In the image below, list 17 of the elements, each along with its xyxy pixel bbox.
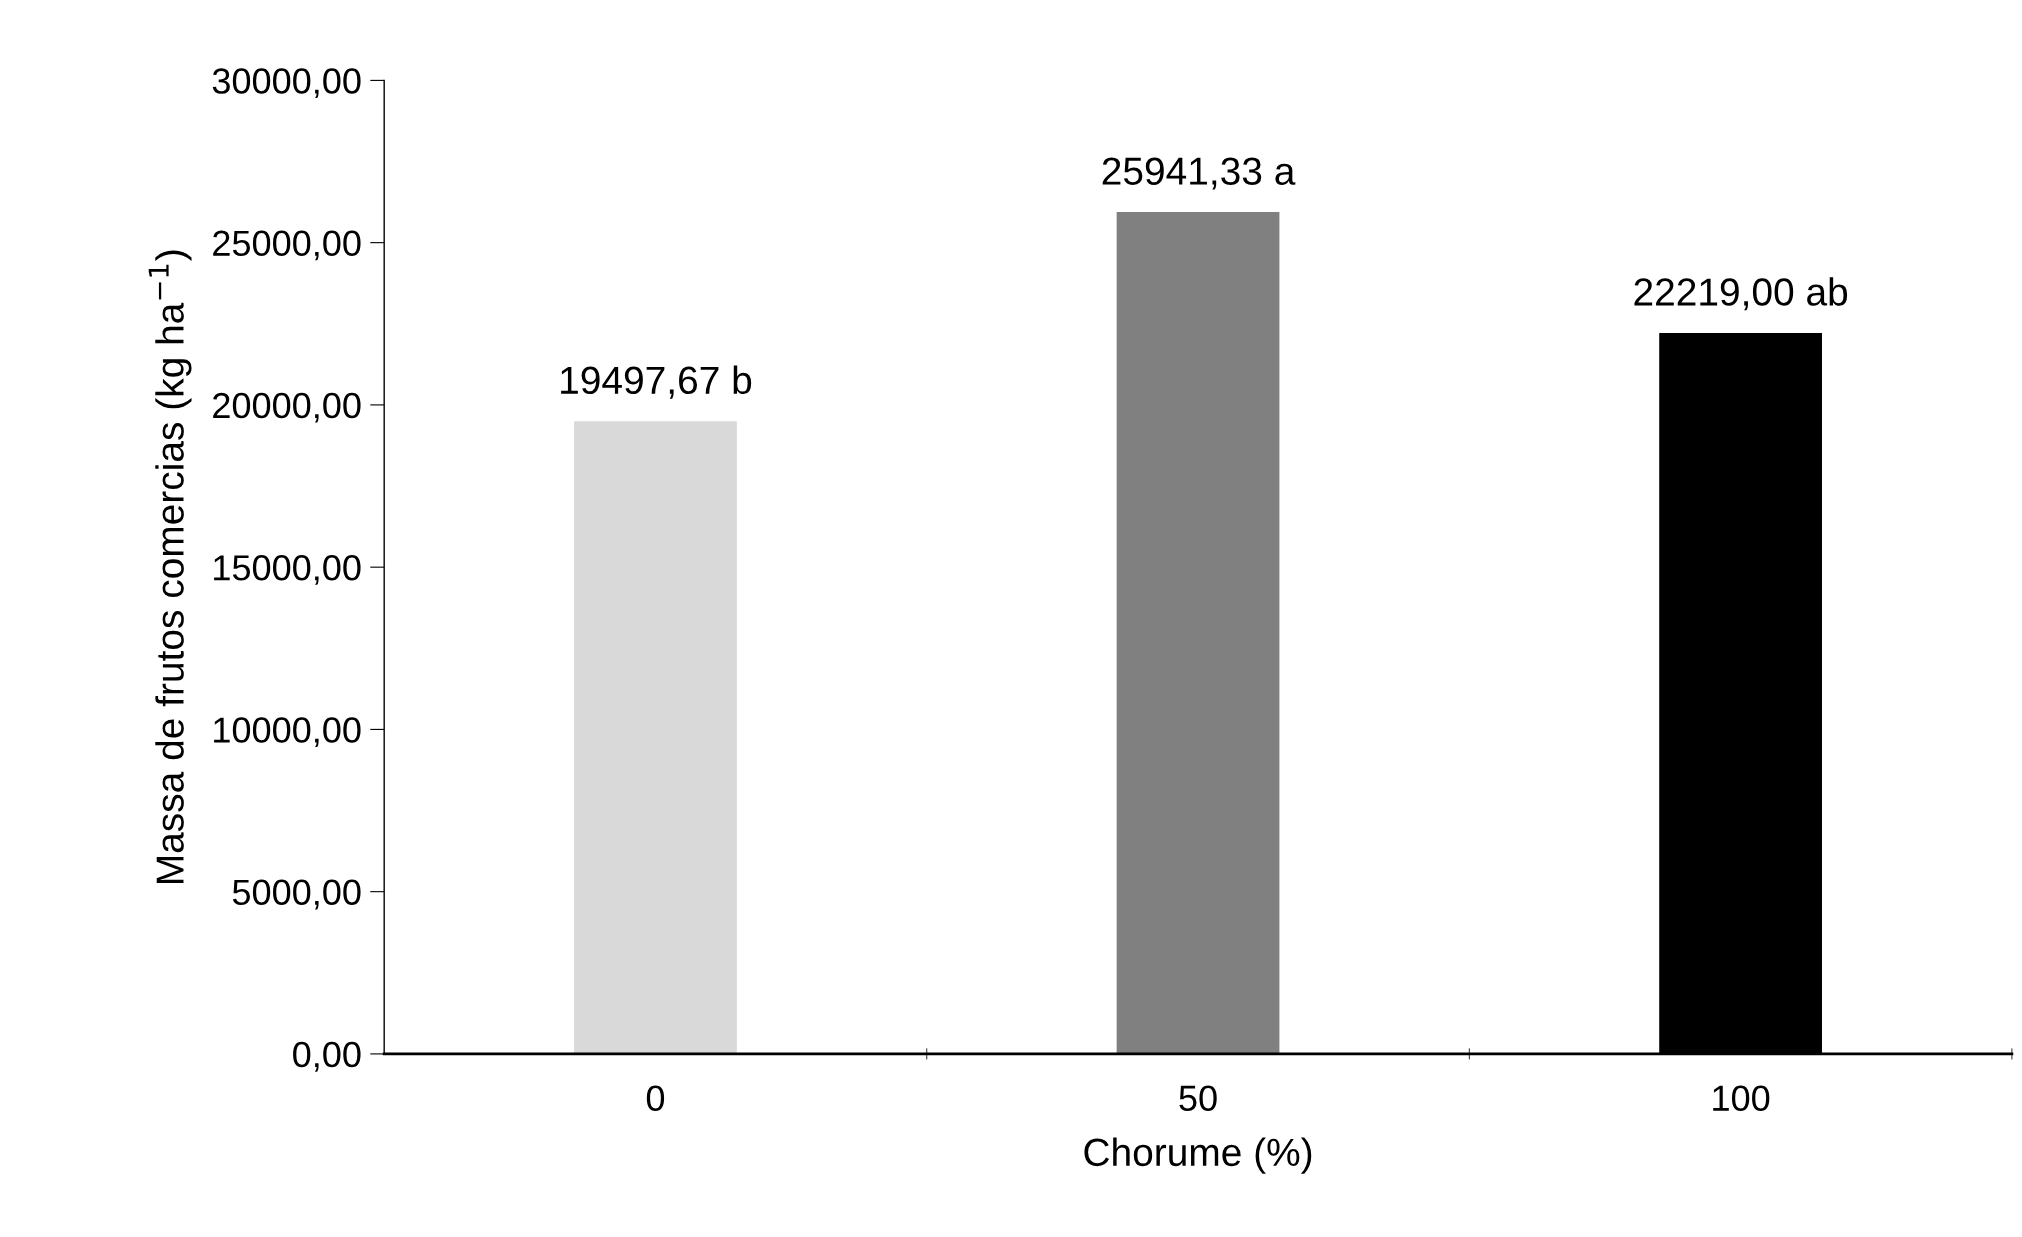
y-tick-label: 20000,00 <box>213 392 361 423</box>
y-axis-title: Massa de frutos comercias (kg ha$^{−1}$) <box>148 250 192 884</box>
x-tick-label: 50 <box>1179 1085 1217 1111</box>
bar <box>574 421 737 1054</box>
x-tick-label: 100 <box>1713 1085 1770 1111</box>
y-tick-label: 5000,00 <box>232 879 361 910</box>
data-label: 25941,33 a <box>1102 157 1296 190</box>
y-tick-label: 25000,00 <box>213 230 361 261</box>
x-tick-label: 0 <box>646 1085 665 1111</box>
x-axis-title: Chorume (%) <box>1084 1137 1312 1174</box>
y-tick-label: 10000,00 <box>214 717 361 748</box>
data-label: 22219,00 ab <box>1634 277 1848 311</box>
y-tick-label: 15000,00 <box>214 555 361 585</box>
bar <box>1116 212 1280 1054</box>
y-tick-label: 30000,00 <box>212 68 361 99</box>
y-tick-label: 0,00 <box>293 1041 361 1072</box>
data-label: 19497,67 b <box>561 365 752 399</box>
